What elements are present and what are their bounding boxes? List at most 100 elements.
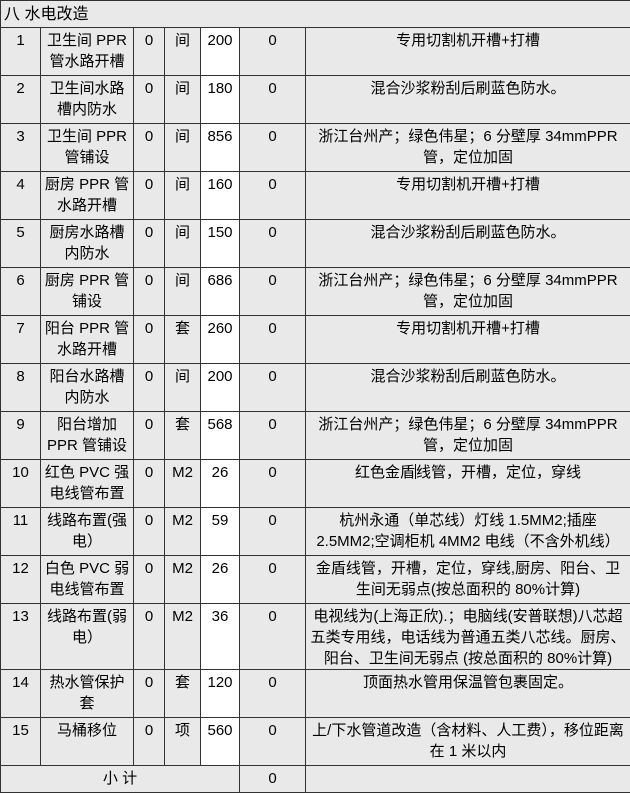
item-name-cell[interactable]: 马桶移位 (40, 717, 134, 766)
row-number-cell[interactable]: 6 (0, 267, 41, 316)
quantity-cell[interactable]: 0 (133, 669, 165, 718)
unit-price-cell[interactable]: 200 (200, 27, 240, 76)
row-number-cell[interactable]: 8 (0, 363, 41, 412)
item-name-cell[interactable]: 厨房水路槽内防水 (40, 219, 134, 268)
unit-cell[interactable]: 间 (164, 219, 201, 268)
quantity-cell[interactable]: 0 (133, 603, 165, 670)
quantity-cell[interactable]: 0 (133, 717, 165, 766)
row-number-cell[interactable]: 4 (0, 171, 41, 220)
amount-cell[interactable]: 0 (239, 411, 306, 460)
unit-cell[interactable]: 套 (164, 669, 201, 718)
unit-price-cell[interactable]: 120 (200, 669, 240, 718)
unit-cell[interactable]: 间 (164, 267, 201, 316)
amount-cell[interactable]: 0 (239, 171, 306, 220)
item-name-cell[interactable]: 厨房 PPR 管水路开槽 (40, 171, 134, 220)
description-cell[interactable]: 专用切割机开槽+打槽 (305, 27, 630, 76)
unit-cell[interactable]: 间 (164, 75, 201, 124)
quantity-cell[interactable]: 0 (133, 219, 165, 268)
quantity-cell[interactable]: 0 (133, 27, 165, 76)
unit-cell[interactable]: 间 (164, 171, 201, 220)
unit-cell[interactable]: 间 (164, 27, 201, 76)
quantity-cell[interactable]: 0 (133, 507, 165, 556)
unit-cell[interactable]: 间 (164, 123, 201, 172)
description-cell[interactable]: 混合沙浆粉刮后刷蓝色防水。 (305, 75, 630, 124)
row-number-cell[interactable]: 5 (0, 219, 41, 268)
row-number-cell[interactable]: 2 (0, 75, 41, 124)
amount-cell[interactable]: 0 (239, 669, 306, 718)
subtotal-value-cell[interactable]: 0 (239, 765, 306, 793)
row-number-cell[interactable]: 1 (0, 27, 41, 76)
description-cell[interactable]: 红色金盾线管，开槽，定位，穿线 (305, 459, 630, 508)
item-name-cell[interactable]: 白色 PVC 弱电线管布置 (40, 555, 134, 604)
unit-price-cell[interactable]: 160 (200, 171, 240, 220)
unit-price-cell[interactable]: 568 (200, 411, 240, 460)
unit-price-cell[interactable]: 180 (200, 75, 240, 124)
unit-price-cell[interactable]: 686 (200, 267, 240, 316)
quantity-cell[interactable]: 0 (133, 267, 165, 316)
amount-cell[interactable]: 0 (239, 75, 306, 124)
quantity-cell[interactable]: 0 (133, 459, 165, 508)
unit-price-cell[interactable]: 26 (200, 555, 240, 604)
unit-price-cell[interactable]: 560 (200, 717, 240, 766)
row-number-cell[interactable]: 7 (0, 315, 41, 364)
item-name-cell[interactable]: 阳台水路槽内防水 (40, 363, 134, 412)
unit-price-cell[interactable]: 26 (200, 459, 240, 508)
row-number-cell[interactable]: 3 (0, 123, 41, 172)
unit-cell[interactable]: M2 (164, 459, 201, 508)
quantity-cell[interactable]: 0 (133, 363, 165, 412)
row-number-cell[interactable]: 13 (0, 603, 41, 670)
amount-cell[interactable]: 0 (239, 267, 306, 316)
amount-cell[interactable]: 0 (239, 507, 306, 556)
description-cell[interactable]: 浙江台州产；绿色伟星；6 分壁厚 34mmPPR 管，定位加固 (305, 267, 630, 316)
item-name-cell[interactable]: 卫生间 PPR 管铺设 (40, 123, 134, 172)
item-name-cell[interactable]: 线路布置(强电） (40, 507, 134, 556)
quantity-cell[interactable]: 0 (133, 75, 165, 124)
unit-price-cell[interactable]: 150 (200, 219, 240, 268)
section-title-cell[interactable]: 八 水电改造 (0, 0, 630, 28)
description-cell[interactable]: 杭州永通（单芯线）灯线 1.5MM2;插座 2.5MM2;空调柜机 4MM2 电… (305, 507, 630, 556)
amount-cell[interactable]: 0 (239, 555, 306, 604)
item-name-cell[interactable]: 卫生间 PPR 管水路开槽 (40, 27, 134, 76)
description-cell[interactable]: 上/下水管道改造（含材料、人工费），移位距离在 1 米以内 (305, 717, 630, 766)
unit-price-cell[interactable]: 59 (200, 507, 240, 556)
description-cell[interactable]: 浙江台州产；绿色伟星；6 分壁厚 34mmPPR 管，定位加固 (305, 411, 630, 460)
unit-price-cell[interactable]: 856 (200, 123, 240, 172)
row-number-cell[interactable]: 9 (0, 411, 41, 460)
unit-price-cell[interactable]: 260 (200, 315, 240, 364)
amount-cell[interactable]: 0 (239, 315, 306, 364)
quantity-cell[interactable]: 0 (133, 315, 165, 364)
unit-cell[interactable]: M2 (164, 555, 201, 604)
amount-cell[interactable]: 0 (239, 717, 306, 766)
description-cell[interactable]: 顶面热水管用保温管包裹固定。 (305, 669, 630, 718)
row-number-cell[interactable]: 12 (0, 555, 41, 604)
item-name-cell[interactable]: 卫生间水路槽内防水 (40, 75, 134, 124)
description-cell[interactable]: 专用切割机开槽+打槽 (305, 171, 630, 220)
unit-cell[interactable]: M2 (164, 603, 201, 670)
unit-cell[interactable]: 套 (164, 315, 201, 364)
description-cell[interactable]: 混合沙浆粉刮后刷蓝色防水。 (305, 363, 630, 412)
item-name-cell[interactable]: 热水管保护套 (40, 669, 134, 718)
unit-price-cell[interactable]: 200 (200, 363, 240, 412)
subtotal-label-cell[interactable]: 小 计 (0, 765, 240, 793)
quantity-cell[interactable]: 0 (133, 171, 165, 220)
unit-price-cell[interactable]: 36 (200, 603, 240, 670)
amount-cell[interactable]: 0 (239, 603, 306, 670)
item-name-cell[interactable]: 阳台增加 PPR 管铺设 (40, 411, 134, 460)
row-number-cell[interactable]: 14 (0, 669, 41, 718)
amount-cell[interactable]: 0 (239, 459, 306, 508)
row-number-cell[interactable]: 15 (0, 717, 41, 766)
amount-cell[interactable]: 0 (239, 123, 306, 172)
item-name-cell[interactable]: 线路布置(弱电） (40, 603, 134, 670)
description-cell[interactable]: 混合沙浆粉刮后刷蓝色防水。 (305, 219, 630, 268)
unit-cell[interactable]: M2 (164, 507, 201, 556)
amount-cell[interactable]: 0 (239, 363, 306, 412)
subtotal-empty-desc-cell[interactable] (305, 765, 630, 793)
item-name-cell[interactable]: 红色 PVC 强电线管布置 (40, 459, 134, 508)
unit-cell[interactable]: 项 (164, 717, 201, 766)
unit-cell[interactable]: 间 (164, 363, 201, 412)
item-name-cell[interactable]: 阳台 PPR 管水路开槽 (40, 315, 134, 364)
quantity-cell[interactable]: 0 (133, 555, 165, 604)
row-number-cell[interactable]: 11 (0, 507, 41, 556)
description-cell[interactable]: 浙江台州产；绿色伟星；6 分壁厚 34mmPPR 管，定位加固 (305, 123, 630, 172)
quantity-cell[interactable]: 0 (133, 123, 165, 172)
